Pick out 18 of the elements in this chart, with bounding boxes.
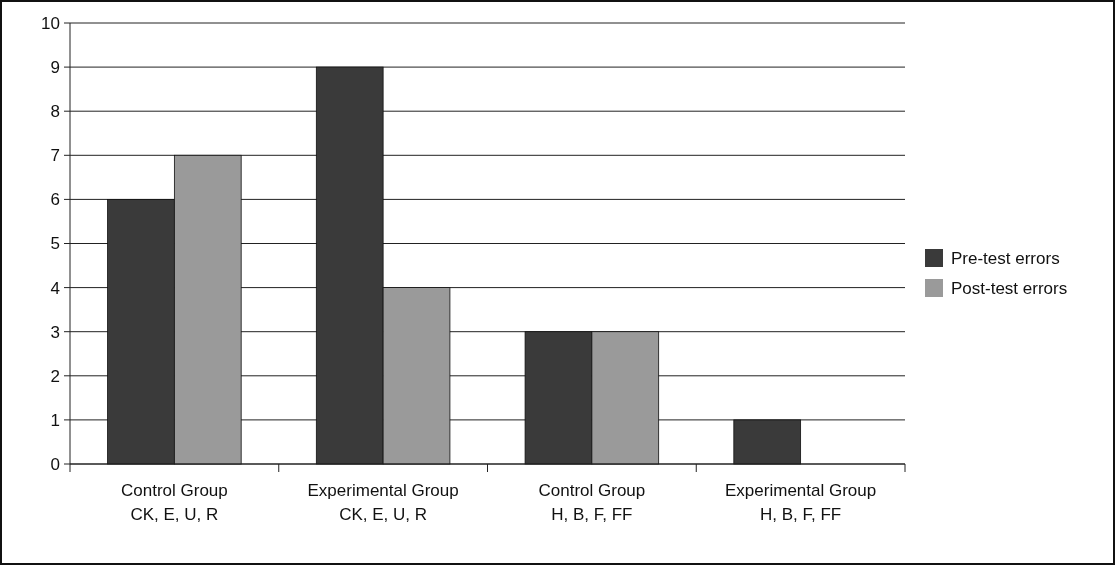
y-tick-label: 10 <box>41 13 60 33</box>
x-tick-label: Control Group CK, E, U, R <box>120 481 228 524</box>
x-tick-label: Control Group H, B, F, FF <box>538 481 646 524</box>
y-tick-label: 7 <box>50 146 60 166</box>
y-tick-label: 3 <box>50 322 60 342</box>
bar <box>733 419 802 465</box>
legend-label: Post-test errors <box>951 278 1068 298</box>
y-tick-label: 5 <box>50 234 60 254</box>
y-tick-label: 6 <box>50 190 60 210</box>
x-tick-label: Experimental Group H, B, F, FF <box>725 481 877 524</box>
x-tick-label: Experimental Group CK, E, U, R <box>307 481 459 524</box>
y-tick-label: 2 <box>50 366 60 386</box>
y-tick-label: 9 <box>50 58 60 78</box>
y-tick-label: 8 <box>50 102 60 122</box>
legend-label: Pre-test errors <box>951 248 1060 268</box>
y-tick-label: 4 <box>50 278 60 298</box>
y-tick-label: 0 <box>50 454 60 474</box>
y-tick-label: 1 <box>50 410 60 430</box>
